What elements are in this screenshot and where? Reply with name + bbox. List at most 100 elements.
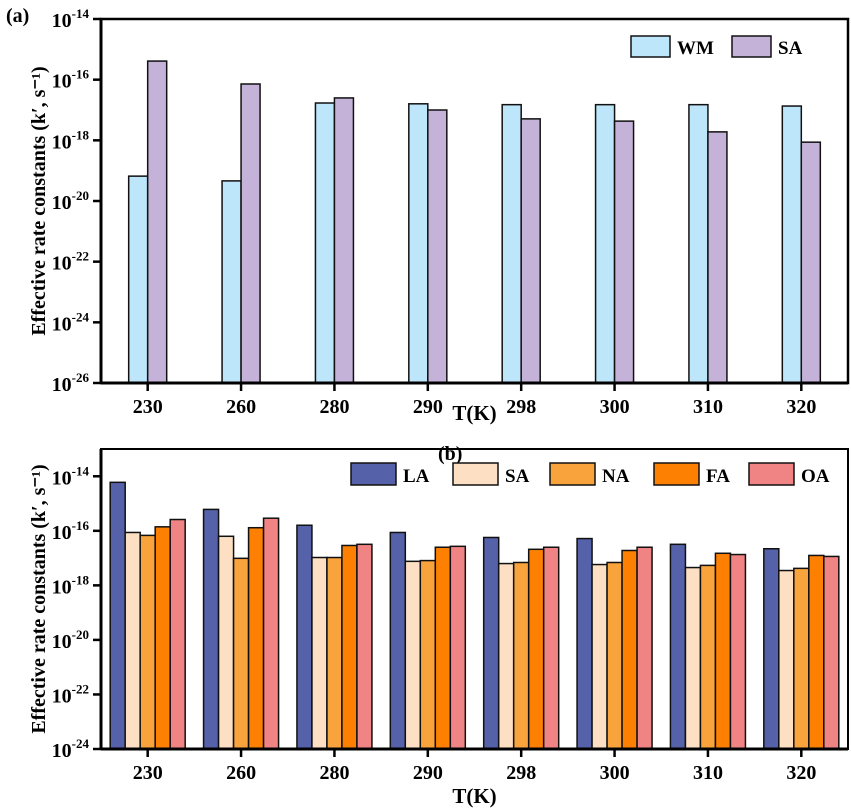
legend-item-sa: SA bbox=[452, 462, 530, 487]
bar-na-310 bbox=[699, 564, 717, 750]
bar-wm-300 bbox=[594, 103, 616, 384]
x-tick-label: 260 bbox=[226, 762, 256, 784]
bar-wm-320 bbox=[781, 105, 803, 384]
legend-label: SA bbox=[505, 466, 530, 487]
y-tick-base: 10 bbox=[52, 467, 72, 489]
legend-item-la: LA bbox=[350, 462, 430, 487]
y-tick-base: 10 bbox=[52, 374, 72, 396]
bar-oa-298 bbox=[542, 546, 560, 750]
y-tick-label: 10-20 bbox=[52, 188, 89, 214]
bar-na-320 bbox=[793, 567, 810, 750]
y-tick-label: 10-16 bbox=[52, 67, 90, 93]
legend-item-oa: OA bbox=[748, 462, 830, 487]
x-axis-label: T(K) bbox=[452, 401, 496, 425]
bar-la-280 bbox=[296, 524, 313, 750]
y-tick-exponent: -22 bbox=[72, 681, 89, 696]
y-tick-base: 10 bbox=[52, 10, 72, 32]
bar-sa-230 bbox=[124, 531, 141, 750]
y-tick-base: 10 bbox=[52, 685, 72, 707]
legend-item-fa: FA bbox=[653, 462, 730, 487]
panel-a: (a)230 260 280 290 298 300 310 32010-2610-2410-… bbox=[6, 5, 850, 425]
y-tick-exponent: -16 bbox=[72, 518, 90, 533]
y-tick-label: 10-22 bbox=[52, 681, 89, 707]
bar-na-290 bbox=[419, 559, 437, 750]
bar-sa-260 bbox=[240, 83, 261, 384]
bar-na-280 bbox=[326, 556, 343, 750]
bar-sa-300 bbox=[591, 563, 608, 750]
legend-swatch bbox=[731, 35, 772, 58]
bar-wm-230 bbox=[127, 175, 149, 384]
plot-frame bbox=[99, 17, 850, 385]
bar-la-298 bbox=[482, 536, 500, 750]
y-tick-label: 10-14 bbox=[52, 6, 90, 32]
bar-la-290 bbox=[389, 531, 407, 750]
x-axis-label: T(K) bbox=[452, 784, 496, 808]
x-tick-label: 320 bbox=[786, 762, 816, 784]
y-tick-base: 10 bbox=[52, 131, 72, 153]
legend-label: OA bbox=[801, 466, 830, 487]
y-tick-exponent: -20 bbox=[72, 188, 89, 203]
y-tick-exponent: -22 bbox=[72, 249, 89, 264]
bar-la-300 bbox=[576, 537, 593, 750]
bar-sa-280 bbox=[311, 556, 328, 750]
legend-label: FA bbox=[706, 466, 730, 487]
legend-swatch bbox=[748, 462, 795, 486]
bar-wm-310 bbox=[688, 103, 709, 384]
legend-swatch bbox=[653, 462, 700, 486]
bar-na-260 bbox=[232, 557, 250, 750]
bar-wm-298 bbox=[501, 103, 522, 384]
bar-oa-300 bbox=[636, 546, 653, 750]
bar-sa-320 bbox=[800, 141, 822, 384]
bar-oa-260 bbox=[262, 517, 280, 750]
bar-na-300 bbox=[606, 561, 623, 750]
y-tick-base: 10 bbox=[52, 740, 72, 762]
bar-fa-230 bbox=[154, 526, 171, 750]
legend-swatch bbox=[452, 462, 499, 486]
y-tick-exponent: -24 bbox=[72, 309, 90, 324]
x-tick-label: 298 bbox=[506, 762, 536, 784]
legend-label: LA bbox=[403, 466, 430, 487]
x-tick-label: 260 bbox=[226, 396, 256, 418]
x-tick-label: 280 bbox=[319, 762, 349, 784]
bar-la-320 bbox=[763, 548, 780, 750]
legend-label: NA bbox=[602, 466, 630, 487]
x-tick-label: 290 bbox=[413, 762, 443, 784]
bar-wm-290 bbox=[408, 103, 429, 384]
bar-sa-298 bbox=[520, 118, 541, 384]
legend-item-sa: SA bbox=[731, 35, 803, 59]
y-tick-label: 10-24 bbox=[52, 736, 90, 762]
bar-fa-300 bbox=[621, 549, 638, 750]
y-tick-base: 10 bbox=[52, 71, 72, 93]
y-tick-label: 10-16 bbox=[52, 518, 90, 544]
bar-fa-310 bbox=[714, 552, 732, 750]
y-tick-exponent: -26 bbox=[72, 370, 90, 385]
legend-swatch bbox=[350, 462, 397, 486]
y-tick-base: 10 bbox=[52, 522, 72, 544]
bar-na-298 bbox=[512, 561, 530, 750]
bar-wm-280 bbox=[314, 102, 336, 384]
y-tick-exponent: -24 bbox=[72, 736, 90, 751]
bar-sa-310 bbox=[707, 131, 728, 384]
bar-fa-280 bbox=[341, 544, 358, 750]
bar-sa-260 bbox=[217, 535, 235, 750]
legend-label: WM bbox=[677, 38, 714, 59]
bar-fa-298 bbox=[527, 548, 545, 750]
y-tick-base: 10 bbox=[52, 313, 72, 335]
x-tick-label: 300 bbox=[600, 396, 630, 418]
y-tick-label: 10-26 bbox=[52, 370, 90, 396]
y-axis-label: Effective rate constants (k′, s⁻¹) bbox=[28, 464, 50, 733]
bar-sa-320 bbox=[778, 569, 795, 750]
bar-sa-300 bbox=[613, 120, 635, 384]
y-tick-exponent: -18 bbox=[72, 127, 90, 142]
bar-la-310 bbox=[669, 543, 687, 750]
panel-label: (a) bbox=[6, 5, 29, 27]
panel-b: (b)230 260 280 290 298 300 310 32010-2410-2210-… bbox=[28, 443, 849, 808]
panel-label: (b) bbox=[438, 443, 462, 465]
bar-fa-320 bbox=[808, 554, 825, 750]
bar-oa-230 bbox=[169, 518, 186, 750]
x-tick-label: 310 bbox=[693, 762, 723, 784]
legend-item-wm: WM bbox=[630, 35, 714, 59]
bar-oa-280 bbox=[356, 543, 373, 750]
bar-wm-260 bbox=[221, 180, 242, 384]
bar-oa-320 bbox=[823, 555, 840, 750]
